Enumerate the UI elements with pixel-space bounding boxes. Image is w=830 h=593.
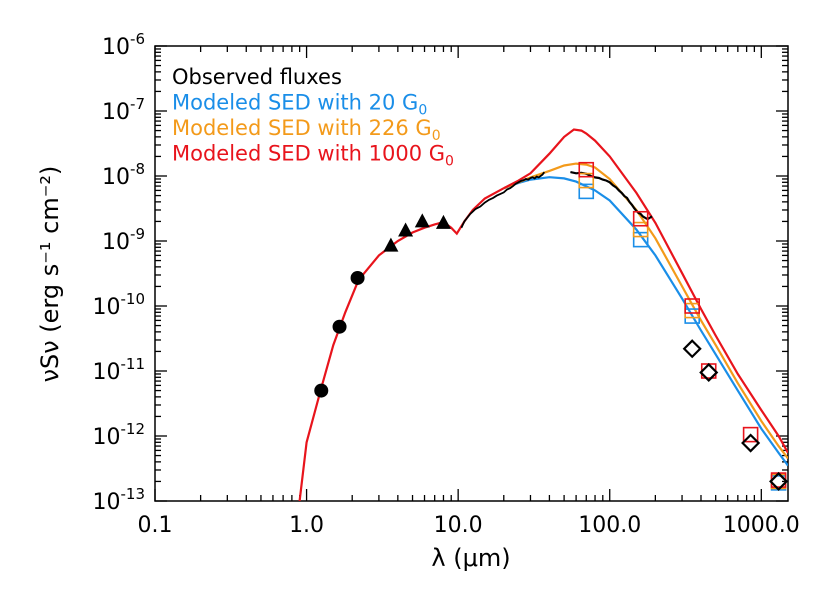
x-tick-labels: 0.1 1.0 10.0 100.0 1000.0 — [138, 513, 800, 538]
observed-diamond — [699, 362, 719, 383]
y-tick-label: 10-13 — [93, 485, 146, 515]
x-tick-label: 10.0 — [434, 513, 483, 538]
x-tick-label: 1.0 — [289, 513, 324, 538]
x-tick-label: 0.1 — [138, 513, 173, 538]
y-tick-label: 10-12 — [93, 420, 146, 450]
model-photometry-square — [578, 183, 595, 200]
observed-diamond — [741, 433, 761, 453]
x-axis-label: λ (μm) — [431, 544, 510, 572]
x-tick-label: 1000.0 — [723, 513, 800, 538]
observed-triangle — [435, 214, 451, 229]
y-axis-label: νSν (erg s⁻¹ cm⁻²) — [36, 166, 64, 383]
model-photometry-square — [578, 161, 595, 178]
y-tick-label: 10-7 — [102, 95, 145, 125]
model-curve — [503, 128, 788, 454]
observed-circle — [332, 319, 347, 334]
legend-entry: Observed fluxes — [172, 65, 342, 89]
observed-diamond — [682, 339, 702, 359]
legend-entry: Modeled SED with 1000 G0 — [172, 142, 454, 170]
x-tick-label: 100.0 — [578, 513, 641, 538]
y-tick-label: 10-11 — [93, 355, 146, 385]
y-tick-label: 10-8 — [102, 160, 145, 190]
y-tick-label: 10-6 — [102, 30, 145, 60]
observed-circle — [314, 383, 329, 398]
observed-triangle — [398, 222, 414, 237]
y-tick-label: 10-9 — [102, 225, 145, 255]
markers — [314, 161, 789, 491]
model-curve — [503, 176, 788, 467]
observed-diamond — [769, 471, 789, 491]
axis-ticks — [154, 45, 788, 502]
model-photometry-square — [632, 210, 649, 227]
plot-frame — [154, 45, 789, 502]
plot-area — [298, 128, 788, 501]
model-photometry-square — [632, 221, 649, 238]
observed-triangle — [414, 213, 430, 228]
model-photometry-square — [684, 298, 700, 314]
observed-circle — [350, 270, 365, 285]
model-photometry-square — [632, 231, 649, 248]
observed-triangle — [383, 237, 399, 252]
y-tick-label: 10-10 — [93, 290, 146, 320]
model-photometry-square — [578, 172, 595, 189]
y-tick-labels: 10-13 10-12 10-11 10-10 10-9 10-8 10-7 10-6 — [93, 30, 146, 515]
irs-spectrum — [460, 171, 546, 229]
legend-entry: Modeled SED with 226 G0 — [172, 116, 441, 144]
legend-entry: Modeled SED with 20 G0 — [172, 91, 427, 119]
model-photometry-square — [742, 426, 759, 443]
